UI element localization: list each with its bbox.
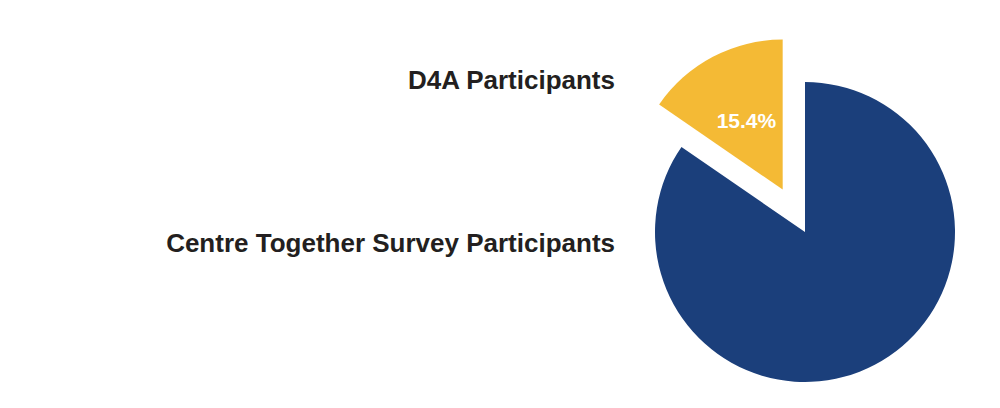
svg-text:D4A Participants: D4A Participants (408, 65, 615, 95)
svg-text:Centre Together Survey Partici: Centre Together Survey Participants (166, 228, 615, 258)
svg-text:15.4%: 15.4% (717, 109, 777, 132)
